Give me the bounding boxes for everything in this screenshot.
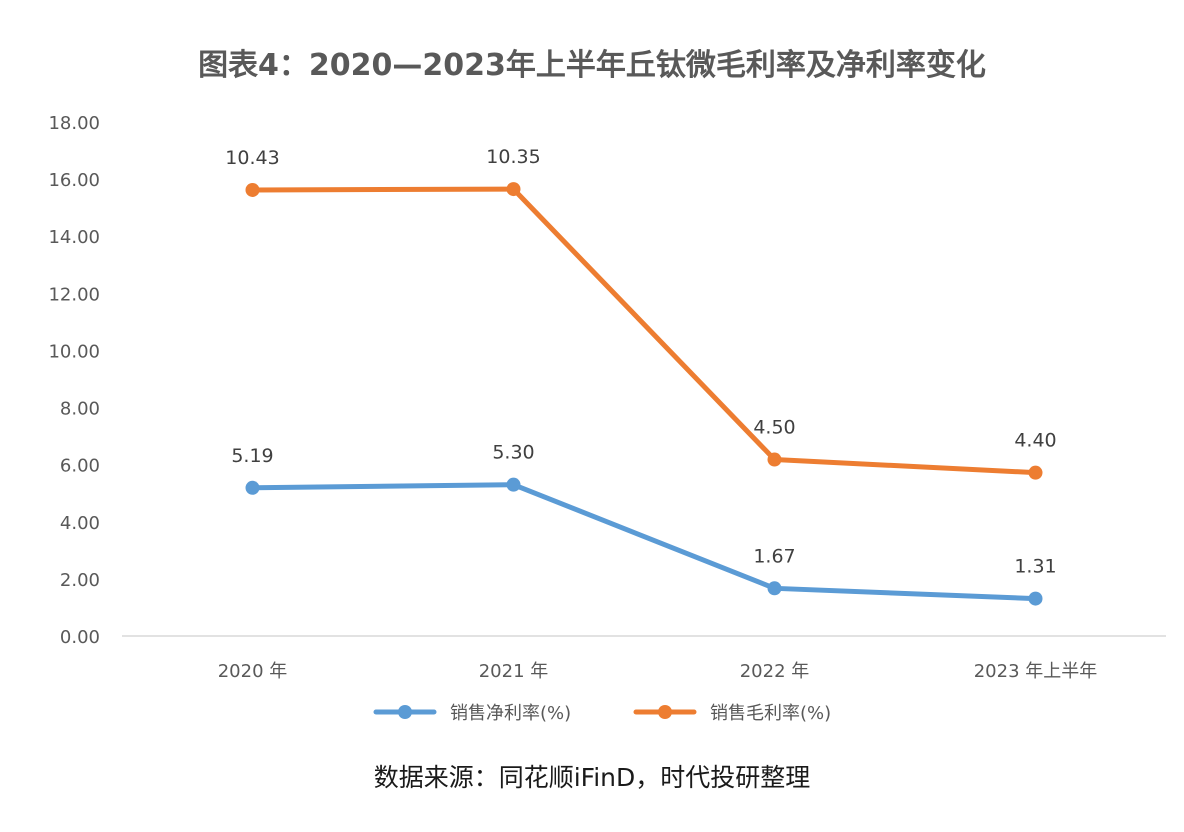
y-tick-label: 2.00 [60,570,100,591]
data-label: 4.40 [1014,430,1056,452]
series-line [250,186,1038,476]
data-point [245,480,260,495]
legend-label: 销售毛利率(%) [710,703,831,724]
y-tick-label: 12.00 [48,284,100,305]
data-point [767,581,782,596]
data-label: 10.43 [225,147,279,169]
data-point [245,182,260,197]
y-tick-label: 6.00 [60,456,100,477]
data-label: 5.19 [231,445,273,467]
data-label: 5.30 [492,442,534,464]
source-note: 数据来源：同花顺iFinD，时代投研整理 [373,763,811,792]
y-tick-label: 18.00 [48,113,100,134]
data-point [1028,465,1043,480]
y-tick-label: 16.00 [48,170,100,191]
y-tick-label: 4.00 [60,513,100,534]
line-chart: 0.00 2.00 4.00 6.00 8.00 10.00 12.00 14.00 16.00… [48,113,1166,724]
legend-label: 销售净利率(%) [450,703,571,724]
x-tick-label: 2021 年 [479,661,549,682]
x-tick-label: 2020 年 [218,661,288,682]
legend-marker [658,705,672,719]
x-tick-label: 2023 年上半年 [974,661,1098,682]
y-tick-label: 10.00 [48,341,100,362]
data-label: 4.50 [753,417,795,439]
data-label: 1.67 [753,545,795,567]
chart-title: 图表4：2020—2023年上半年丘钛微毛利率及净利率变化 [198,48,986,83]
y-tick-label: 0.00 [60,627,100,648]
data-point [767,452,782,467]
legend-marker [398,705,412,719]
data-point [506,477,521,492]
data-label: 1.31 [1014,556,1056,578]
series-line [250,482,1038,602]
y-tick-label: 8.00 [60,399,100,420]
x-tick-label: 2022 年 [740,661,810,682]
y-tick-label: 14.00 [48,227,100,248]
data-point [1028,591,1043,606]
data-label: 10.35 [486,146,540,168]
data-point [506,182,521,197]
